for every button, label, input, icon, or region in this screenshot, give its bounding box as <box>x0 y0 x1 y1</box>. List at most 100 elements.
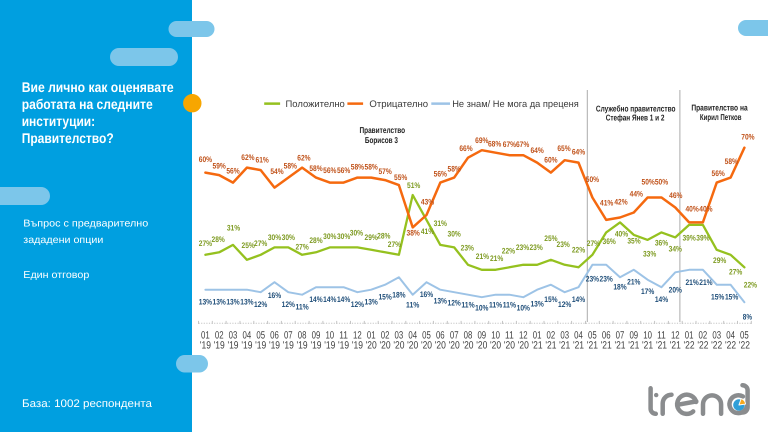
svg-text:23%: 23% <box>516 243 529 252</box>
svg-text:Един отговор: Един отговор <box>23 270 89 281</box>
svg-text:20%: 20% <box>669 285 682 294</box>
svg-text:58%: 58% <box>309 164 322 173</box>
svg-text:15%: 15% <box>711 292 724 301</box>
svg-text:14%: 14% <box>572 295 585 304</box>
svg-text:23%: 23% <box>557 240 570 249</box>
svg-text:27%: 27% <box>587 239 600 248</box>
svg-text:Стефан Янев 1 и 2: Стефан Янев 1 и 2 <box>606 113 665 123</box>
svg-text:'20: '20 <box>366 340 377 352</box>
svg-text:'19: '19 <box>297 340 308 352</box>
svg-text:'22: '22 <box>697 340 708 352</box>
svg-text:'21: '21 <box>587 340 598 352</box>
svg-text:30%: 30% <box>268 233 281 242</box>
svg-text:'22: '22 <box>725 340 736 352</box>
svg-text:67%: 67% <box>516 140 529 149</box>
svg-text:58%: 58% <box>284 162 297 171</box>
svg-text:Отрицателно: Отрицателно <box>369 99 428 110</box>
svg-text:57%: 57% <box>378 167 391 176</box>
svg-text:зададени опции: зададени опции <box>23 235 103 246</box>
svg-text:64%: 64% <box>572 148 585 157</box>
svg-text:12%: 12% <box>254 300 267 309</box>
svg-text:10: 10 <box>325 330 334 342</box>
svg-text:13%: 13% <box>199 298 212 307</box>
svg-text:8%: 8% <box>743 313 752 322</box>
svg-text:68%: 68% <box>488 139 501 148</box>
svg-text:14%: 14% <box>655 295 668 304</box>
svg-text:'21: '21 <box>656 340 667 352</box>
svg-text:09: 09 <box>312 330 321 342</box>
svg-text:16%: 16% <box>268 291 281 300</box>
svg-text:23%: 23% <box>461 243 474 252</box>
svg-text:07: 07 <box>284 330 293 342</box>
svg-text:14%: 14% <box>337 295 350 304</box>
svg-text:Въпрос с предварително: Въпрос с предварително <box>23 218 148 229</box>
svg-text:23%: 23% <box>586 274 599 283</box>
svg-text:34%: 34% <box>669 245 682 254</box>
svg-text:'19: '19 <box>324 340 335 352</box>
svg-text:'21: '21 <box>559 340 570 352</box>
svg-text:21%: 21% <box>699 278 712 287</box>
svg-text:15%: 15% <box>544 295 557 304</box>
svg-text:13%: 13% <box>530 300 543 309</box>
svg-text:'20: '20 <box>435 340 446 352</box>
svg-text:50%: 50% <box>586 175 599 184</box>
svg-text:'21: '21 <box>573 340 584 352</box>
svg-text:работата на следните: работата на следните <box>22 96 153 112</box>
svg-text:13%: 13% <box>226 298 239 307</box>
svg-text:33%: 33% <box>643 250 656 259</box>
svg-text:08: 08 <box>298 330 307 342</box>
svg-text:35%: 35% <box>627 236 640 245</box>
svg-text:56%: 56% <box>434 170 447 179</box>
svg-text:11%: 11% <box>406 301 419 310</box>
svg-text:16%: 16% <box>420 290 433 299</box>
svg-text:13%: 13% <box>240 298 253 307</box>
svg-text:12%: 12% <box>558 300 571 309</box>
svg-text:'19: '19 <box>283 340 294 352</box>
svg-text:28%: 28% <box>309 236 322 245</box>
svg-text:25%: 25% <box>544 234 557 243</box>
svg-text:70%: 70% <box>741 133 754 142</box>
svg-text:65%: 65% <box>557 144 570 153</box>
svg-text:64%: 64% <box>530 146 543 155</box>
svg-text:27%: 27% <box>729 267 742 276</box>
svg-text:12%: 12% <box>351 300 364 309</box>
svg-text:54%: 54% <box>270 167 283 176</box>
svg-text:'19: '19 <box>310 340 321 352</box>
svg-text:27%: 27% <box>199 239 212 248</box>
svg-text:61%: 61% <box>256 156 269 165</box>
svg-text:01: 01 <box>533 330 542 342</box>
svg-text:05: 05 <box>740 330 749 342</box>
svg-text:30%: 30% <box>337 232 350 241</box>
svg-text:09: 09 <box>477 330 486 342</box>
svg-text:38%: 38% <box>407 228 420 237</box>
svg-text:11%: 11% <box>489 300 502 309</box>
svg-text:27%: 27% <box>254 239 267 248</box>
svg-text:21%: 21% <box>685 278 698 287</box>
svg-text:'19: '19 <box>352 340 363 352</box>
svg-text:'19: '19 <box>227 340 238 352</box>
svg-text:28%: 28% <box>377 232 390 241</box>
svg-text:67%: 67% <box>503 140 516 149</box>
svg-text:институции:: институции: <box>22 113 96 129</box>
svg-text:Правителство на: Правителство на <box>691 103 748 113</box>
svg-text:'20: '20 <box>504 340 515 352</box>
svg-text:Правителство: Правителство <box>359 125 405 135</box>
svg-text:01: 01 <box>685 330 694 342</box>
svg-text:11%: 11% <box>461 300 474 309</box>
svg-text:30%: 30% <box>323 232 336 241</box>
svg-text:62%: 62% <box>241 153 254 162</box>
svg-text:41%: 41% <box>421 227 434 236</box>
svg-text:Не знам/ Не мога да преценя: Не знам/ Не мога да преценя <box>452 99 579 110</box>
svg-text:'21: '21 <box>642 340 653 352</box>
svg-text:31%: 31% <box>434 219 447 228</box>
svg-text:42%: 42% <box>614 198 627 207</box>
svg-text:46%: 46% <box>669 191 682 200</box>
svg-text:18%: 18% <box>392 290 405 299</box>
svg-text:'21: '21 <box>628 340 639 352</box>
svg-text:21%: 21% <box>627 277 640 286</box>
svg-text:'21: '21 <box>614 340 625 352</box>
svg-text:'21: '21 <box>670 340 681 352</box>
svg-text:'19: '19 <box>269 340 280 352</box>
svg-text:Борисов 3: Борисов 3 <box>365 135 398 145</box>
svg-text:30%: 30% <box>282 233 295 242</box>
